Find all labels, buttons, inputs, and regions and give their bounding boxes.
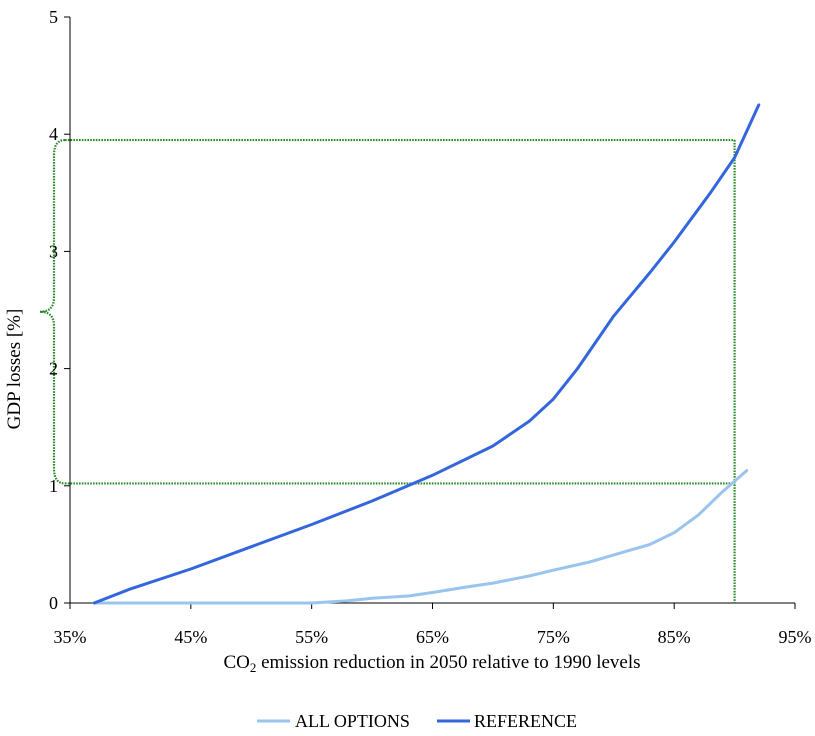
axes bbox=[64, 16, 796, 609]
series-line-reference bbox=[92, 103, 761, 605]
y-tick-label: 2 bbox=[49, 359, 58, 379]
legend-label-all-options: ALL OPTIONS bbox=[295, 711, 410, 731]
x-tick-label: 75% bbox=[537, 627, 570, 647]
series-line-all-options bbox=[92, 469, 749, 605]
x-axis-title-co: CO bbox=[223, 652, 249, 673]
x-tick-label: 95% bbox=[779, 627, 812, 647]
x-axis-title-rest: emission reduction in 2050 relative to 1… bbox=[256, 652, 640, 673]
y-tick-label: 1 bbox=[49, 476, 58, 496]
x-axis-title: CO2 emission reduction in 2050 relative … bbox=[223, 652, 640, 675]
x-tick-label: 45% bbox=[174, 627, 207, 647]
x-tick-label: 65% bbox=[416, 627, 449, 647]
legend: ALL OPTIONS REFERENCE bbox=[257, 711, 577, 731]
tick-labels: 0 1 2 3 4 5 35% 45% 55% 65% 75% 85% 95% bbox=[49, 7, 812, 647]
annotation-group bbox=[39, 138, 736, 603]
x-axis-title-subscript: 2 bbox=[250, 660, 257, 675]
y-tick-label: 3 bbox=[49, 241, 58, 261]
annotation-brace bbox=[39, 138, 66, 485]
series-group bbox=[92, 103, 761, 605]
y-axis-title: GDP losses [%] bbox=[4, 309, 25, 430]
x-tick-label: 85% bbox=[658, 627, 691, 647]
legend-label-reference: REFERENCE bbox=[474, 711, 577, 731]
y-tick-label: 4 bbox=[49, 124, 58, 144]
y-tick-label: 0 bbox=[49, 593, 58, 613]
x-tick-label: 35% bbox=[54, 627, 87, 647]
x-tick-label: 55% bbox=[295, 627, 328, 647]
y-tick-label: 5 bbox=[49, 7, 58, 27]
